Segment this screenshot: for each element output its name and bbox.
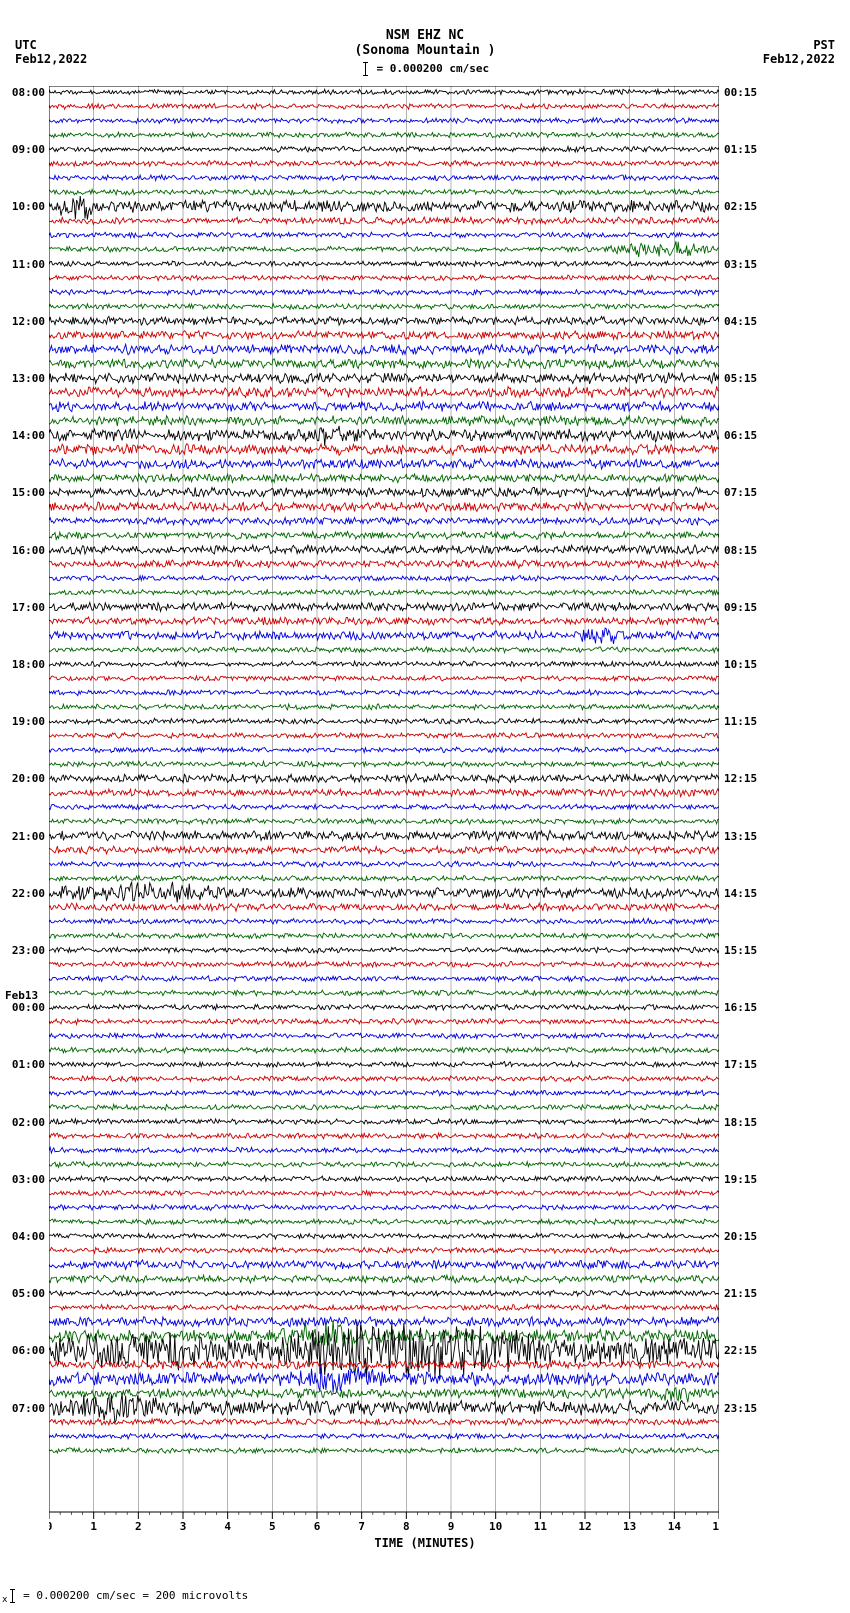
hour-label: 02:00: [12, 1116, 45, 1129]
seismogram-plot: 0123456789101112131415: [49, 86, 719, 1542]
svg-text:13: 13: [623, 1520, 636, 1533]
svg-text:2: 2: [135, 1520, 142, 1533]
hour-label: 13:00: [12, 372, 45, 385]
hour-label: 16:15: [724, 1001, 757, 1014]
hour-label: 03:00: [12, 1173, 45, 1186]
svg-text:9: 9: [448, 1520, 455, 1533]
hour-label: 03:15: [724, 258, 757, 271]
hour-label: 07:15: [724, 486, 757, 499]
hour-label: 22:15: [724, 1344, 757, 1357]
svg-text:8: 8: [403, 1520, 410, 1533]
hour-label: 18:15: [724, 1116, 757, 1129]
svg-text:11: 11: [534, 1520, 548, 1533]
scale-bar-icon: [12, 1589, 13, 1603]
hour-label: 11:00: [12, 258, 45, 271]
hour-label: 01:15: [724, 143, 757, 156]
svg-text:1: 1: [90, 1520, 97, 1533]
station-title: NSM EHZ NC: [0, 0, 850, 43]
hour-label: 04:15: [724, 315, 757, 328]
hour-label: 20:15: [724, 1230, 757, 1243]
tz-right-date: Feb12,2022: [763, 52, 835, 66]
tz-right-label: PST: [813, 38, 835, 52]
tz-left-label: UTC: [15, 38, 37, 52]
hour-label: 09:00: [12, 143, 45, 156]
hour-label: 23:15: [724, 1402, 757, 1415]
hour-label: 05:00: [12, 1287, 45, 1300]
scale-text: = 0.000200 cm/sec: [377, 62, 490, 75]
svg-text:10: 10: [489, 1520, 502, 1533]
hour-label: 04:00: [12, 1230, 45, 1243]
hour-label: 23:00: [12, 944, 45, 957]
svg-text:14: 14: [668, 1520, 682, 1533]
hour-label: 08:00: [12, 86, 45, 99]
hour-label: 05:15: [724, 372, 757, 385]
hour-label: 20:00: [12, 772, 45, 785]
hour-label: 16:00: [12, 544, 45, 557]
hour-label: 14:00: [12, 429, 45, 442]
svg-text:3: 3: [180, 1520, 187, 1533]
hour-label: 02:15: [724, 200, 757, 213]
scale-bar-icon: [365, 62, 366, 76]
hour-label: 11:15: [724, 715, 757, 728]
seismogram-container: UTC Feb12,2022 PST Feb12,2022 NSM EHZ NC…: [0, 0, 850, 1613]
hour-label: 10:00: [12, 200, 45, 213]
hour-label: 17:15: [724, 1058, 757, 1071]
hour-label: 08:15: [724, 544, 757, 557]
hour-label: 09:15: [724, 601, 757, 614]
svg-text:15: 15: [712, 1520, 719, 1533]
hour-label: 19:00: [12, 715, 45, 728]
svg-text:0: 0: [49, 1520, 52, 1533]
right-time-axis: 00:15 01:15 02:15 03:15 04:15 05:15 06:15 07:15…: [722, 86, 770, 1542]
hour-label: 12:15: [724, 772, 757, 785]
station-subtitle: (Sonoma Mountain ): [0, 43, 850, 58]
hour-label: 14:15: [724, 887, 757, 900]
svg-text:6: 6: [314, 1520, 321, 1533]
hour-label: 21:00: [12, 830, 45, 843]
hour-label: 22:00: [12, 887, 45, 900]
hour-label: 17:00: [12, 601, 45, 614]
hour-label: 00:00: [12, 1001, 45, 1014]
hour-label: 12:00: [12, 315, 45, 328]
hour-label: 19:15: [724, 1173, 757, 1186]
footer-scale: x = 0.000200 cm/sec = 200 microvolts: [2, 1589, 248, 1605]
svg-text:4: 4: [224, 1520, 231, 1533]
hour-label: 01:00: [12, 1058, 45, 1071]
hour-label: 21:15: [724, 1287, 757, 1300]
svg-text:12: 12: [578, 1520, 591, 1533]
left-time-axis: 08:00 09:00 10:00 11:00 12:00 13:00 14:00 15:00…: [5, 86, 47, 1542]
hour-label: 15:15: [724, 944, 757, 957]
svg-text:5: 5: [269, 1520, 276, 1533]
hour-label: 15:00: [12, 486, 45, 499]
hour-label: 13:15: [724, 830, 757, 843]
hour-label: 07:00: [12, 1402, 45, 1415]
hour-label: 00:15: [724, 86, 757, 99]
hour-label: 10:15: [724, 658, 757, 671]
tz-left-date: Feb12,2022: [15, 52, 87, 66]
scale-indicator: = 0.000200 cm/sec: [0, 62, 850, 76]
hour-label: 06:00: [12, 1344, 45, 1357]
svg-text:7: 7: [358, 1520, 365, 1533]
x-axis-label: TIME (MINUTES): [0, 1536, 850, 1550]
hour-label: 06:15: [724, 429, 757, 442]
hour-label: 18:00: [12, 658, 45, 671]
